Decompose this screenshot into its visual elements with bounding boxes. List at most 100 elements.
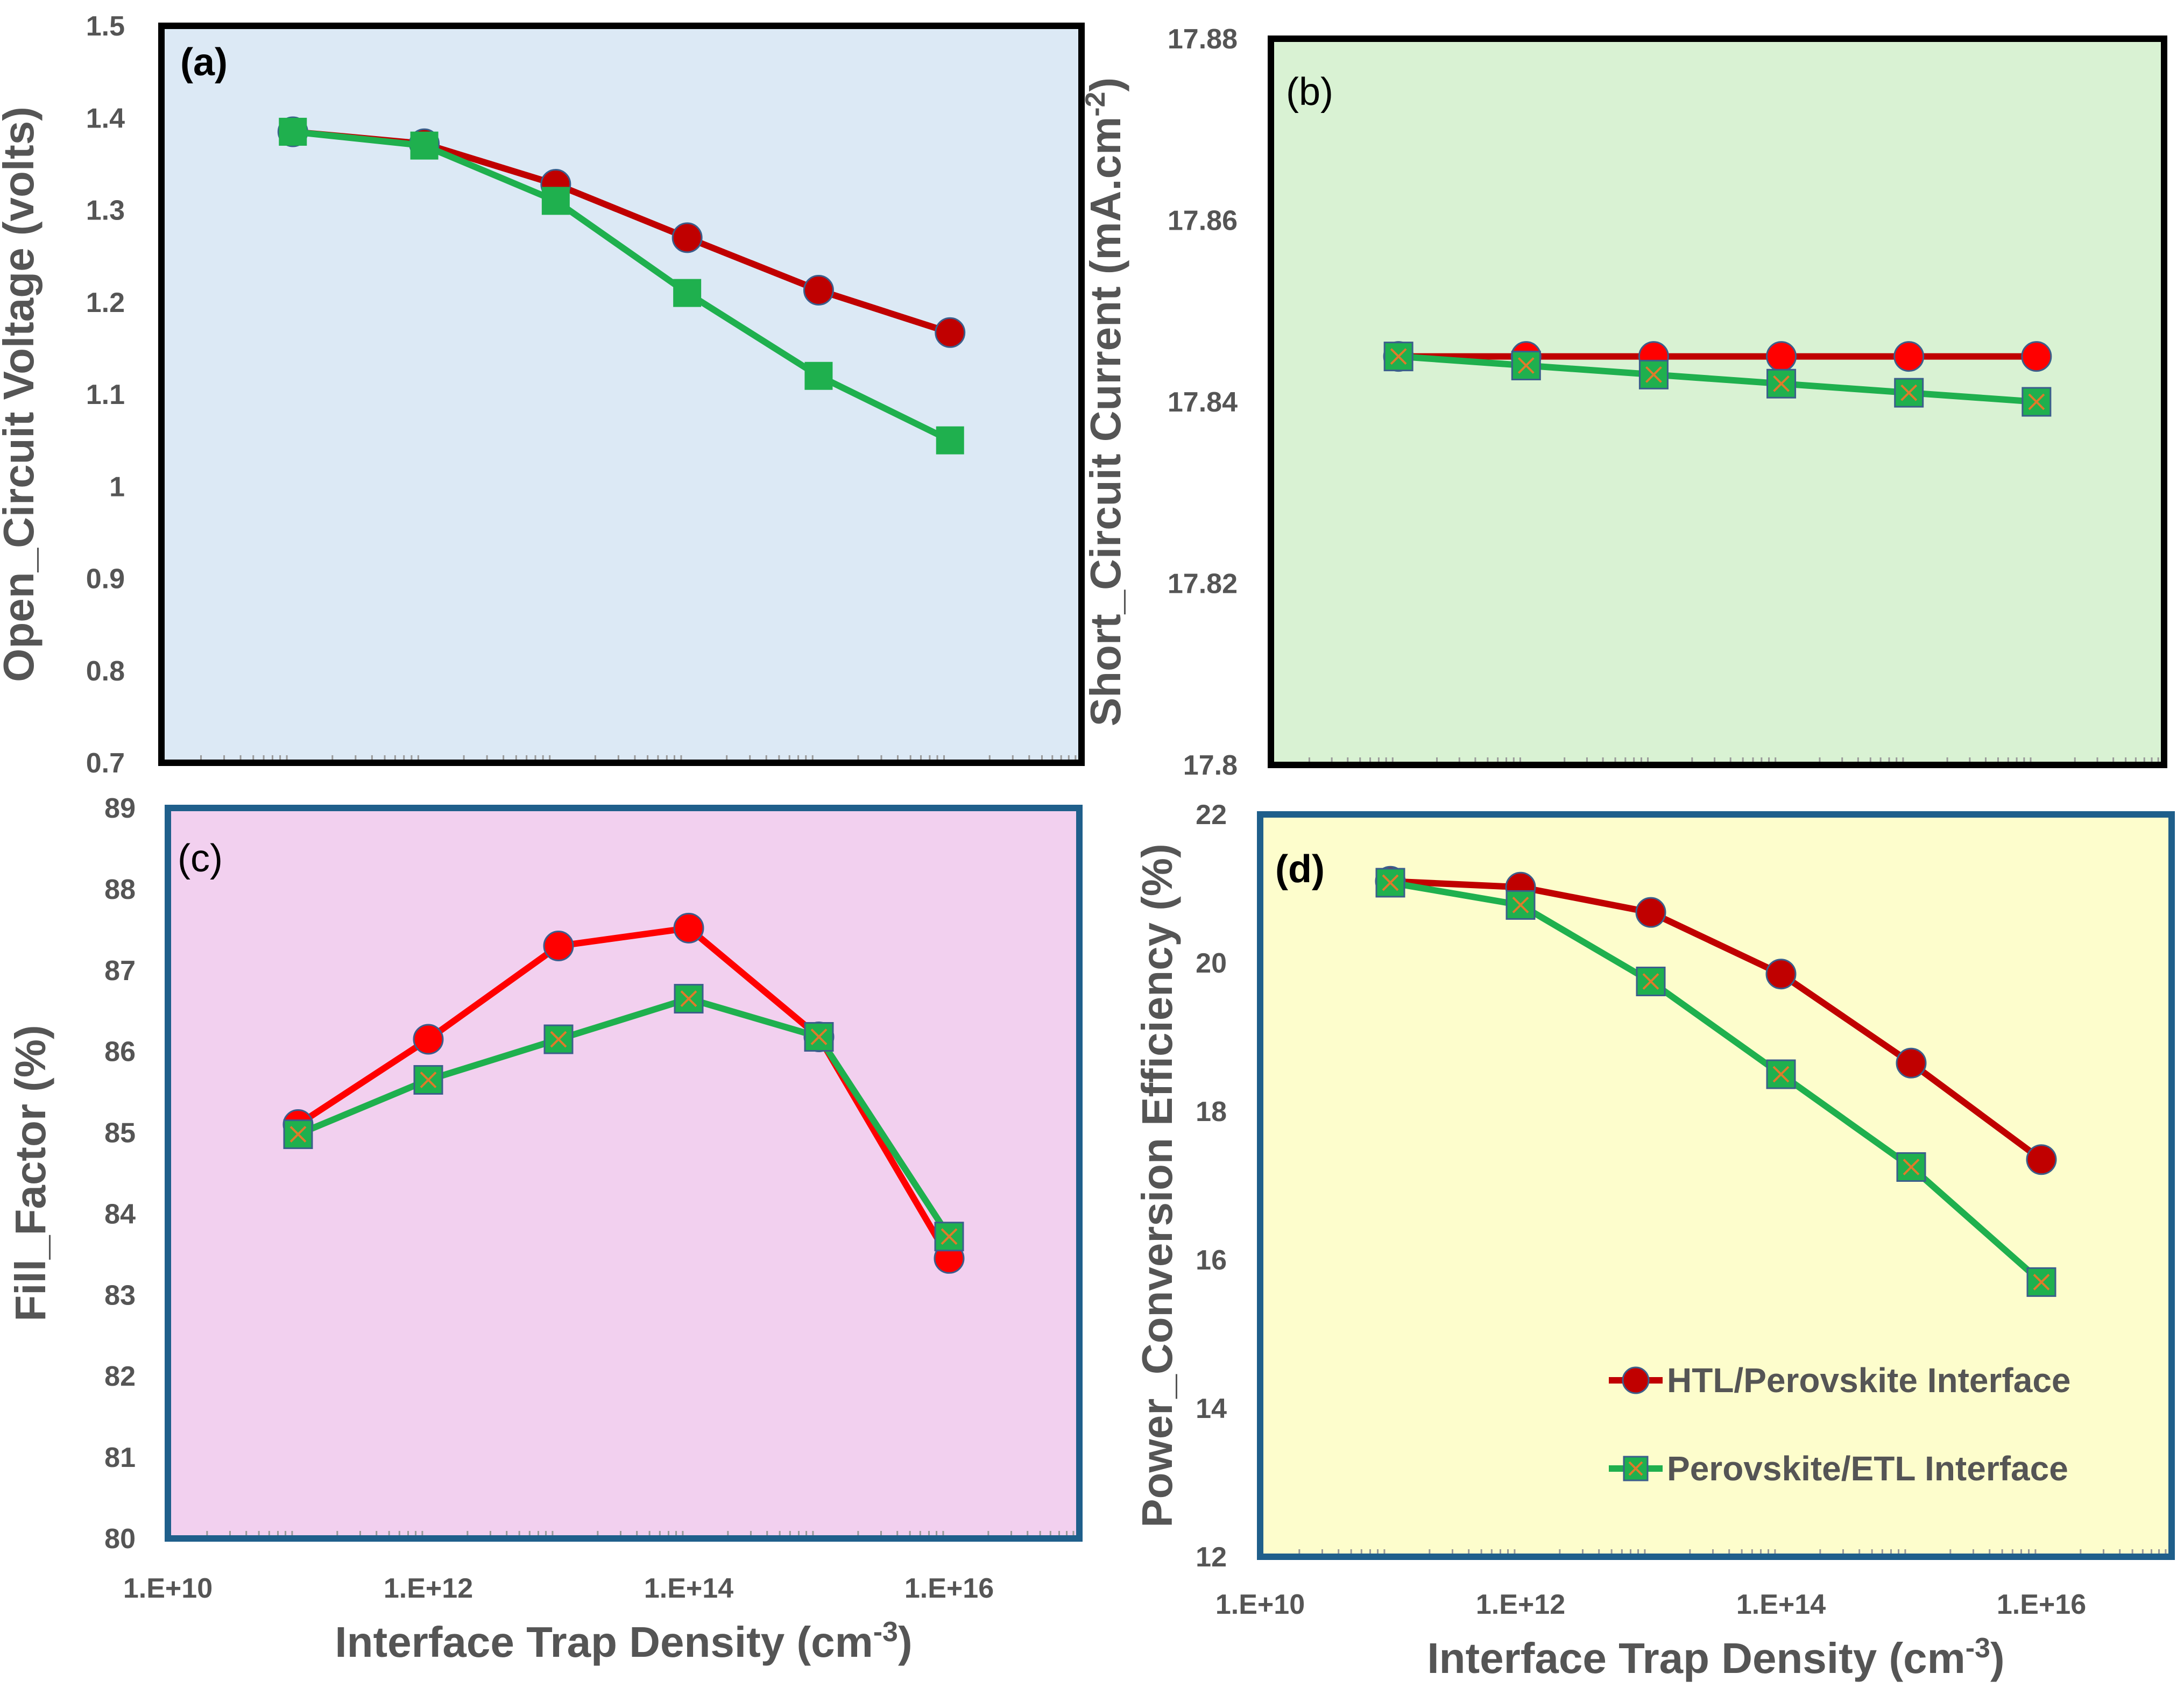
y-tick-label: 83 — [104, 1280, 136, 1311]
y-axis-label-end: ) — [1082, 77, 1129, 92]
y-tick-label: 17.84 — [1168, 387, 1238, 418]
data-point — [803, 274, 834, 306]
data-point-x — [1645, 366, 1662, 383]
data-point-x — [1642, 973, 1659, 990]
x-axis-label-sup: -3 — [1966, 1633, 1990, 1664]
x-tick-label: 1.E+14 — [644, 1573, 733, 1604]
plot-frame — [158, 23, 1085, 766]
panel-label: (a) — [180, 41, 228, 84]
y-tick-label: 22 — [1196, 799, 1227, 831]
data-point — [1896, 1047, 1927, 1079]
legend-marker — [1622, 1366, 1650, 1394]
data-point — [1638, 359, 1669, 389]
data-point — [1766, 341, 1797, 372]
panel-b: 17.8 17.82 17.84 17.86 17.88 Short_Circuit Cu… — [1080, 24, 2167, 781]
x-axis-label: Interface Trap Density (cm-3) — [335, 1616, 912, 1666]
x-tick-label: 1.E+16 — [904, 1573, 994, 1604]
y-tick-label: 86 — [104, 1037, 136, 1068]
data-point-x — [550, 1031, 567, 1048]
data-point-x — [810, 1029, 828, 1045]
data-point — [936, 426, 964, 455]
y-tick-label: 80 — [104, 1523, 136, 1555]
data-point-x — [2033, 1273, 2050, 1290]
y-tick-label: 17.88 — [1168, 24, 1238, 55]
data-point-x — [1903, 1159, 1920, 1175]
x-axis-label-end: ) — [1990, 1634, 2005, 1682]
data-point — [413, 1024, 444, 1055]
data-point-x — [1517, 357, 1535, 374]
y-tick-label: 81 — [104, 1442, 136, 1473]
plot-frame — [165, 805, 1083, 1542]
data-point-x — [1773, 375, 1790, 392]
data-point — [2022, 387, 2052, 417]
y-tick-label: 17.8 — [1183, 750, 1238, 781]
data-point — [541, 187, 570, 215]
y-tick-label: 20 — [1196, 948, 1227, 979]
panel-d: 12 14 16 18 20 22 Power_Conversion Efficiency … — [1133, 799, 2175, 1682]
data-point-x — [289, 1126, 307, 1143]
data-point — [2021, 341, 2052, 372]
y-tick-label: 87 — [104, 955, 136, 987]
y-tick-label: 0.7 — [86, 748, 125, 779]
panel-label: (c) — [178, 837, 223, 880]
y-tick-label: 88 — [104, 874, 136, 905]
y-tick-label: 18 — [1196, 1096, 1227, 1127]
y-tick-label: 1.3 — [86, 195, 125, 226]
series-perovskite-etl — [1383, 342, 2052, 417]
y-tick-label: 1 — [109, 471, 125, 502]
y-axis-label: Short_Circuit Current (mA.cm-2) — [1080, 77, 1129, 726]
plot-frame — [1268, 36, 2167, 768]
y-tick-label: 0.8 — [86, 656, 125, 687]
data-point-x — [1900, 384, 1918, 401]
data-point — [410, 131, 439, 160]
legend-marker-x — [1628, 1461, 1643, 1476]
data-point — [1635, 897, 1666, 928]
data-point-x — [1772, 1066, 1790, 1083]
y-tick-label: 82 — [104, 1361, 136, 1392]
x-tick-label: 1.E+10 — [123, 1573, 213, 1604]
y-tick-label: 17.86 — [1168, 205, 1238, 237]
data-point — [2026, 1144, 2057, 1175]
y-tick-label: 85 — [104, 1118, 136, 1149]
y-tick-label: 17.82 — [1168, 569, 1238, 600]
x-tick-label: 1.E+14 — [1736, 1589, 1826, 1620]
data-point — [1893, 341, 1925, 372]
x-tick-label: 1.E+12 — [1476, 1589, 1565, 1620]
y-axis-label: Open_Circuit Voltage (volts) — [0, 107, 43, 682]
x-axis-label-end: ) — [898, 1618, 913, 1666]
data-point-x — [420, 1072, 437, 1088]
series-perovskite-etl — [1375, 868, 2056, 1297]
x-axis-label-sup: -3 — [873, 1616, 898, 1648]
series-perovskite-etl — [283, 984, 964, 1252]
series-line — [296, 995, 952, 1238]
data-point — [673, 279, 702, 307]
x-axis-label: Interface Trap Density (cm-3) — [1427, 1633, 2004, 1682]
legend-label: HTL/Perovskite Interface — [1667, 1361, 2071, 1400]
plot-background — [168, 808, 1079, 1538]
data-point-x — [1390, 348, 1407, 365]
series-line — [1389, 880, 2044, 1285]
y-tick-label: 84 — [104, 1198, 136, 1230]
data-point-x — [2028, 393, 2045, 410]
panel-label: (d) — [1275, 848, 1325, 891]
legend-label: Perovskite/ETL Interface — [1667, 1449, 2068, 1488]
data-point — [804, 361, 833, 390]
panel-label: (b) — [1286, 70, 1333, 114]
y-axis-label: Fill_Factor (%) — [6, 1025, 54, 1321]
x-tick-label: 1.E+10 — [1215, 1589, 1305, 1620]
y-axis-label: Power_Conversion Efficiency (%) — [1133, 843, 1181, 1527]
data-point — [543, 931, 574, 962]
plot-background — [161, 26, 1082, 763]
series-line — [292, 128, 952, 444]
series-line — [1398, 353, 2037, 405]
data-point — [672, 222, 703, 253]
data-point — [279, 117, 307, 146]
y-tick-label: 12 — [1196, 1542, 1227, 1573]
series-line — [1390, 878, 2044, 1162]
data-point — [1766, 1059, 1796, 1089]
data-point-x — [680, 990, 697, 1008]
data-point — [1896, 1152, 1926, 1182]
y-tick-label: 0.9 — [86, 564, 125, 595]
y-tick-label: 89 — [104, 793, 136, 824]
